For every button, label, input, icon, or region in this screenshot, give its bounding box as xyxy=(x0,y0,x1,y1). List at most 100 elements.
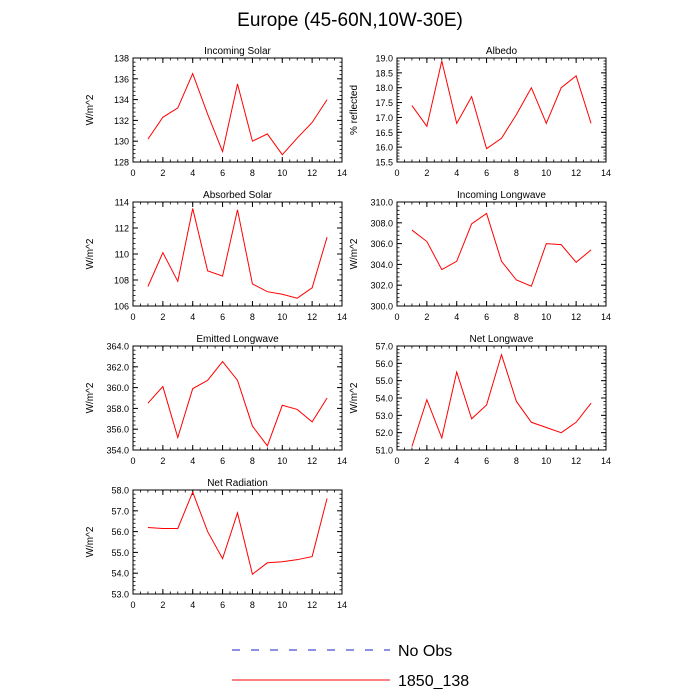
panel-title: Net Radiation xyxy=(207,478,268,489)
series-line-1850-138 xyxy=(411,352,592,447)
x-tick-label: 6 xyxy=(484,168,489,178)
y-tick-label: 55.0 xyxy=(111,548,129,558)
panel-net-longwave: Net Longwave W/m^2 0 2 4 6 8 10 12 14 51.0 52.0 53.0… xyxy=(349,334,611,466)
y-tick-label: 53.0 xyxy=(375,411,393,421)
y-axis-label: W/m^2 xyxy=(85,94,96,125)
x-tick-label: 12 xyxy=(307,312,317,322)
y-axis-label: W/m^2 xyxy=(349,238,360,269)
x-tick-label: 14 xyxy=(337,600,347,610)
x-tick-label: 2 xyxy=(160,456,165,466)
x-tick-label: 4 xyxy=(454,168,459,178)
series-line-1850-138 xyxy=(147,208,328,299)
y-tick-label: 304.0 xyxy=(370,260,393,270)
x-tick-label: 0 xyxy=(130,600,135,610)
panel-title: Absorbed Solar xyxy=(203,190,273,201)
y-tick-label: 306.0 xyxy=(370,239,393,249)
y-axis-label: W/m^2 xyxy=(85,382,96,413)
x-tick-label: 14 xyxy=(337,456,347,466)
y-tick-label: 52.0 xyxy=(375,428,393,438)
y-axis-label: W/m^2 xyxy=(349,382,360,413)
y-tick-label: 17.0 xyxy=(375,113,393,123)
panel-incoming-solar: Incoming Solar W/m^2 0 2 4 6 8 10 12 14 128 130 132 1… xyxy=(85,46,347,178)
panel-emitted-longwave: Emitted Longwave W/m^2 0 2 4 6 8 10 12 14 354.0 356… xyxy=(85,334,347,466)
series-line-1850-138 xyxy=(147,360,328,447)
y-tick-label: 138 xyxy=(114,54,129,64)
y-tick-label: 128 xyxy=(114,158,129,168)
x-tick-label: 6 xyxy=(220,600,225,610)
y-tick-label: 51.0 xyxy=(375,446,393,456)
panel-absorbed-solar: Absorbed Solar W/m^2 0 2 4 6 8 10 12 14 106 108 110 1… xyxy=(85,190,347,322)
panel-net-radiation: Net Radiation W/m^2 0 2 4 6 8 10 12 14 53.0 54.0 55.… xyxy=(85,478,347,610)
plot-frame xyxy=(396,201,607,307)
y-tick-label: 302.0 xyxy=(370,281,393,291)
y-tick-label: 56.0 xyxy=(111,527,129,537)
y-tick-label: 54.0 xyxy=(375,394,393,404)
y-tick-label: 16.0 xyxy=(375,143,393,153)
x-tick-label: 4 xyxy=(454,312,459,322)
x-tick-label: 10 xyxy=(541,456,551,466)
y-tick-label: 134 xyxy=(114,95,129,105)
x-tick-label: 10 xyxy=(541,168,551,178)
y-tick-label: 300.0 xyxy=(370,302,393,312)
x-tick-label: 10 xyxy=(541,312,551,322)
x-tick-label: 4 xyxy=(190,312,195,322)
panel-title: Incoming Longwave xyxy=(457,190,546,201)
x-tick-label: 2 xyxy=(424,312,429,322)
series-line-1850-138 xyxy=(147,72,328,156)
x-tick-label: 6 xyxy=(484,456,489,466)
y-tick-label: 15.5 xyxy=(375,158,393,168)
y-tick-label: 18.0 xyxy=(375,83,393,93)
x-tick-label: 8 xyxy=(514,312,519,322)
plot-frame xyxy=(132,345,343,451)
y-tick-label: 53.0 xyxy=(111,590,129,600)
x-tick-label: 8 xyxy=(250,456,255,466)
y-tick-label: 57.0 xyxy=(111,506,129,516)
x-tick-label: 12 xyxy=(571,456,581,466)
x-tick-label: 12 xyxy=(571,168,581,178)
x-tick-label: 0 xyxy=(394,456,399,466)
y-tick-label: 16.5 xyxy=(375,128,393,138)
panel-albedo: Albedo % reflected 0 2 4 6 8 10 12 14 15.5 16.0 16.5… xyxy=(349,46,611,178)
x-tick-label: 0 xyxy=(130,312,135,322)
x-tick-label: 14 xyxy=(601,456,611,466)
y-tick-label: 106 xyxy=(114,302,129,312)
x-tick-label: 4 xyxy=(454,456,459,466)
y-tick-label: 18.5 xyxy=(375,68,393,78)
x-tick-label: 6 xyxy=(484,312,489,322)
x-tick-label: 0 xyxy=(130,168,135,178)
y-axis-label: W/m^2 xyxy=(85,238,96,269)
x-tick-label: 2 xyxy=(424,456,429,466)
x-tick-label: 14 xyxy=(337,168,347,178)
y-tick-label: 360.0 xyxy=(106,383,129,393)
x-tick-label: 12 xyxy=(307,456,317,466)
y-tick-label: 58.0 xyxy=(111,486,129,496)
y-tick-label: 54.0 xyxy=(111,569,129,579)
y-tick-label: 364.0 xyxy=(106,342,129,352)
x-tick-label: 4 xyxy=(190,456,195,466)
y-axis-label: W/m^2 xyxy=(85,526,96,557)
y-tick-label: 358.0 xyxy=(106,404,129,414)
panel-title: Incoming Solar xyxy=(204,46,271,57)
y-tick-label: 356.0 xyxy=(106,425,129,435)
x-tick-label: 0 xyxy=(130,456,135,466)
y-tick-label: 114 xyxy=(115,198,129,208)
x-tick-label: 8 xyxy=(514,168,519,178)
x-tick-label: 8 xyxy=(514,456,519,466)
y-tick-label: 130 xyxy=(114,137,129,147)
y-tick-label: 55.0 xyxy=(375,376,393,386)
x-tick-label: 12 xyxy=(307,168,317,178)
x-tick-label: 2 xyxy=(424,168,429,178)
x-tick-label: 0 xyxy=(394,312,399,322)
plot-frame xyxy=(132,201,343,307)
y-tick-label: 112 xyxy=(115,224,129,234)
x-tick-label: 6 xyxy=(220,168,225,178)
series-line-1850-138 xyxy=(411,212,592,287)
plot-frame xyxy=(132,489,343,595)
x-tick-label: 10 xyxy=(277,312,287,322)
y-tick-label: 57.0 xyxy=(375,342,393,352)
y-tick-label: 362.0 xyxy=(106,362,129,372)
x-tick-label: 10 xyxy=(277,456,287,466)
y-tick-label: 17.5 xyxy=(375,98,393,108)
